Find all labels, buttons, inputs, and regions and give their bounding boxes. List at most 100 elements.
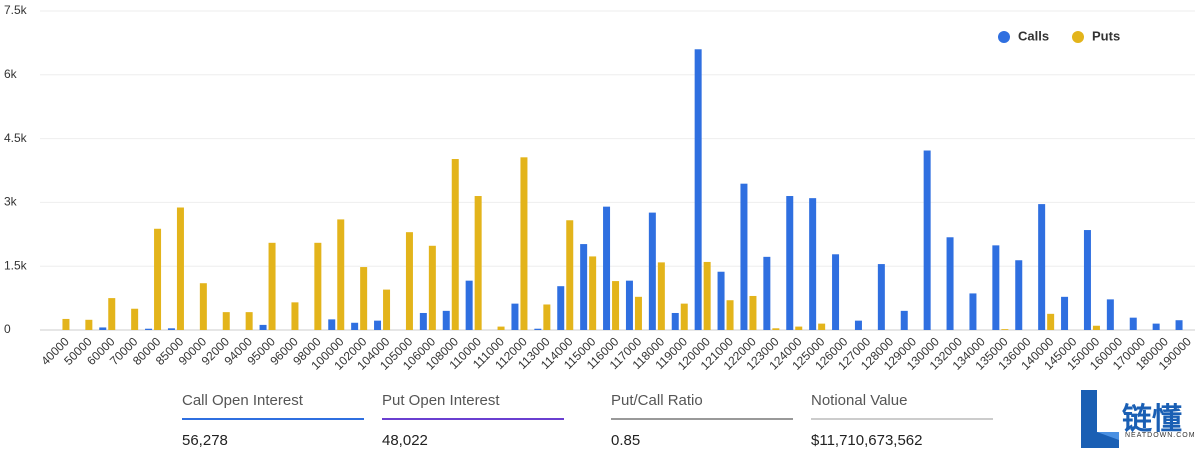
bar <box>992 245 1000 330</box>
bar <box>314 242 322 330</box>
bar <box>154 228 162 330</box>
bar <box>245 312 253 330</box>
bar <box>534 328 542 330</box>
bar <box>360 267 368 330</box>
bar <box>625 280 633 330</box>
bar <box>969 293 977 330</box>
stat-card: Put Open Interest 48,022 <box>382 392 564 449</box>
bar <box>1061 296 1069 330</box>
stat-value: 0.85 <box>611 432 641 449</box>
bar <box>900 310 908 330</box>
logo <box>1081 390 1119 448</box>
bar <box>145 328 153 330</box>
bar <box>1175 320 1183 330</box>
bar <box>1015 260 1023 330</box>
bar <box>818 323 826 330</box>
y-tick-label: 0 <box>4 322 11 336</box>
bar <box>520 157 528 330</box>
bar <box>108 298 116 330</box>
bar <box>809 198 817 330</box>
bar <box>1152 323 1160 330</box>
bar <box>465 280 473 330</box>
bar <box>657 262 665 330</box>
bar <box>786 196 794 330</box>
bar <box>795 326 803 330</box>
bar <box>1001 329 1009 330</box>
bar <box>603 206 611 330</box>
stat-label: Put Open Interest <box>382 392 564 420</box>
bar <box>85 319 93 330</box>
legend-label: Puts <box>1092 28 1120 43</box>
bar <box>131 308 139 330</box>
bar <box>832 254 840 330</box>
y-tick-label: 4.5k <box>4 131 28 145</box>
bar <box>580 244 588 330</box>
bar <box>474 196 482 330</box>
bar <box>99 327 107 330</box>
bar <box>648 212 656 330</box>
bar <box>428 245 436 330</box>
y-tick-label: 7.5k <box>4 3 28 17</box>
bar <box>671 312 679 330</box>
bar <box>634 296 642 330</box>
bar <box>1092 325 1100 330</box>
bar <box>557 286 565 330</box>
y-tick-label: 3k <box>4 195 18 209</box>
bar <box>442 310 450 330</box>
stat-label: Notional Value <box>811 392 993 420</box>
bar <box>877 264 885 330</box>
y-tick-label: 1.5k <box>4 258 28 272</box>
stat-value: 56,278 <box>182 432 228 449</box>
watermark-subtext: NEATDOWN.COM <box>1125 432 1196 439</box>
bar <box>328 319 336 330</box>
bar <box>589 256 597 330</box>
bar <box>854 320 862 330</box>
bar <box>1129 317 1137 330</box>
stat-label: Put/Call Ratio <box>611 392 793 420</box>
bar <box>405 232 413 330</box>
y-tick-label: 6k <box>4 67 18 81</box>
bar <box>749 295 757 330</box>
stat-card: Call Open Interest 56,278 <box>182 392 364 449</box>
bar <box>772 328 780 330</box>
stat-label: Call Open Interest <box>182 392 364 420</box>
bar <box>566 220 574 330</box>
bar <box>167 328 175 330</box>
bar <box>176 207 184 330</box>
bar <box>680 303 688 330</box>
bar <box>291 302 299 330</box>
stat-card: Notional Value $11,710,673,562 <box>811 392 993 449</box>
bar <box>1047 313 1055 330</box>
bar <box>259 324 267 330</box>
stat-value: $11,710,673,562 <box>811 432 923 449</box>
bar <box>451 159 459 330</box>
bar <box>694 49 702 330</box>
bar <box>374 320 382 330</box>
bar <box>543 304 551 330</box>
bar <box>419 312 427 330</box>
bar <box>1083 230 1091 330</box>
legend-marker <box>998 31 1010 43</box>
watermark: 链懂 NEATDOWN.COM <box>1075 388 1200 450</box>
bar <box>923 150 931 330</box>
bar <box>497 326 505 330</box>
bar <box>726 300 734 330</box>
bar <box>946 237 954 330</box>
bar <box>268 242 276 330</box>
bar <box>222 312 230 330</box>
bar <box>511 303 519 330</box>
bar <box>1106 299 1114 330</box>
bar <box>612 281 620 330</box>
legend-marker <box>1072 31 1084 43</box>
bar <box>717 271 725 330</box>
bar <box>1038 204 1046 330</box>
legend-label: Calls <box>1018 28 1049 43</box>
bar <box>740 183 748 330</box>
chart: 01.5k3k4.5k6k7.5k40000500006000070000800… <box>4 3 1195 373</box>
bar <box>703 261 711 330</box>
stat-value: 48,022 <box>382 432 428 449</box>
bar <box>199 283 207 330</box>
bar <box>62 318 70 330</box>
bar <box>383 289 391 330</box>
